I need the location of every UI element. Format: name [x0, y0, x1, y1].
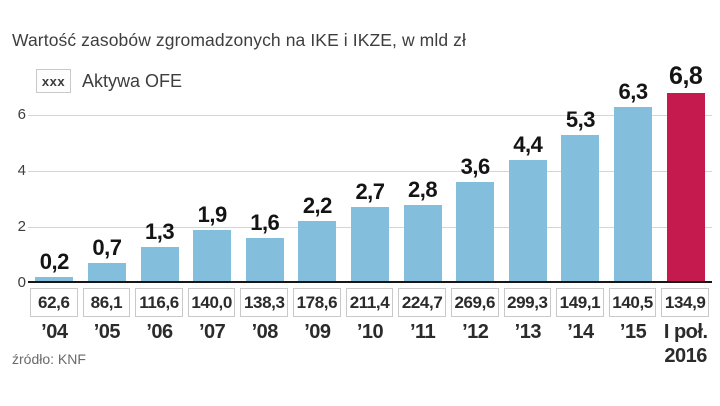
x-axis-label: ’07 — [198, 321, 226, 343]
x-axis-label: ’10 — [356, 321, 384, 343]
bar — [245, 238, 284, 283]
bar — [456, 182, 495, 283]
y-axis-tick: 0 — [17, 274, 26, 291]
bar — [508, 159, 547, 283]
x-axis-label: ’05 — [93, 321, 121, 343]
y-axis-tick: 2 — [17, 218, 26, 235]
bar-value-label: 1,6 — [250, 210, 280, 236]
ofe-value-box: 138,3 — [240, 288, 289, 317]
ofe-value-box: 86,1 — [82, 288, 131, 317]
x-axis-label: ’13 — [514, 321, 542, 343]
legend-label: Aktywa OFE — [82, 70, 183, 91]
bar-value-label: 0,2 — [39, 249, 70, 275]
legend: xxx Aktywa OFE — [36, 69, 182, 93]
bar — [561, 134, 600, 283]
gridline — [28, 171, 712, 172]
legend-swatch-box: xxx — [36, 69, 71, 93]
ofe-value-box: 178,6 — [293, 288, 341, 317]
source-note: źródło: KNF — [12, 351, 86, 367]
ofe-value-box: 140,5 — [608, 288, 657, 317]
bar-value-label: 4,4 — [513, 131, 543, 157]
ofe-value-box: 224,7 — [398, 288, 446, 317]
bar-value-label: 2,8 — [408, 176, 438, 202]
bar-value-label: 5,3 — [565, 106, 596, 132]
ofe-value-box: 299,3 — [503, 288, 552, 317]
x-axis-label: ’12 — [462, 321, 489, 343]
ofe-value-box: 149,1 — [556, 288, 604, 317]
x-axis-label: ’15 — [619, 321, 647, 343]
bar-value-label: 6,8 — [669, 61, 703, 90]
chart-title: Wartość zasobów zgromadzonych na IKE i I… — [12, 30, 466, 50]
bar — [298, 221, 337, 283]
x-axis-label: ’14 — [567, 321, 594, 343]
ofe-value-box: 140,0 — [187, 288, 236, 317]
x-axis-label: ’11 — [410, 321, 436, 343]
x-axis-label: ’09 — [304, 321, 331, 343]
bar — [193, 229, 232, 283]
bar-value-label: 0,7 — [92, 235, 122, 261]
y-axis-tick: 4 — [17, 162, 26, 179]
bar-value-label: 2,7 — [355, 179, 385, 205]
x-axis-label: ’04 — [41, 321, 68, 343]
gridline — [28, 115, 712, 116]
bar-value-label: 1,9 — [197, 201, 228, 227]
x-axis-line — [28, 281, 712, 283]
ofe-value-box: 62,6 — [30, 288, 78, 317]
bar-value-label: 2,2 — [302, 193, 333, 219]
bar — [614, 106, 653, 283]
bar-value-label: 1,3 — [144, 218, 175, 244]
x-axis-label: ’06 — [146, 321, 173, 343]
y-axis-tick: 6 — [17, 106, 26, 123]
x-axis-label: ’08 — [251, 321, 279, 343]
ofe-value-box: 211,4 — [345, 288, 394, 317]
bar — [351, 207, 389, 283]
x-axis-label: I poł. 2016 — [663, 321, 708, 367]
ofe-value-box: 116,6 — [135, 288, 183, 317]
bar-value-label: 3,6 — [460, 154, 491, 180]
bar — [140, 246, 179, 283]
bar-value-label: 6,3 — [618, 78, 649, 104]
bar — [35, 277, 74, 283]
ofe-value-box: 134,9 — [661, 288, 709, 317]
ofe-value-box: 269,6 — [450, 288, 499, 317]
bar — [87, 263, 126, 283]
bar — [403, 204, 442, 283]
bar — [666, 92, 705, 283]
